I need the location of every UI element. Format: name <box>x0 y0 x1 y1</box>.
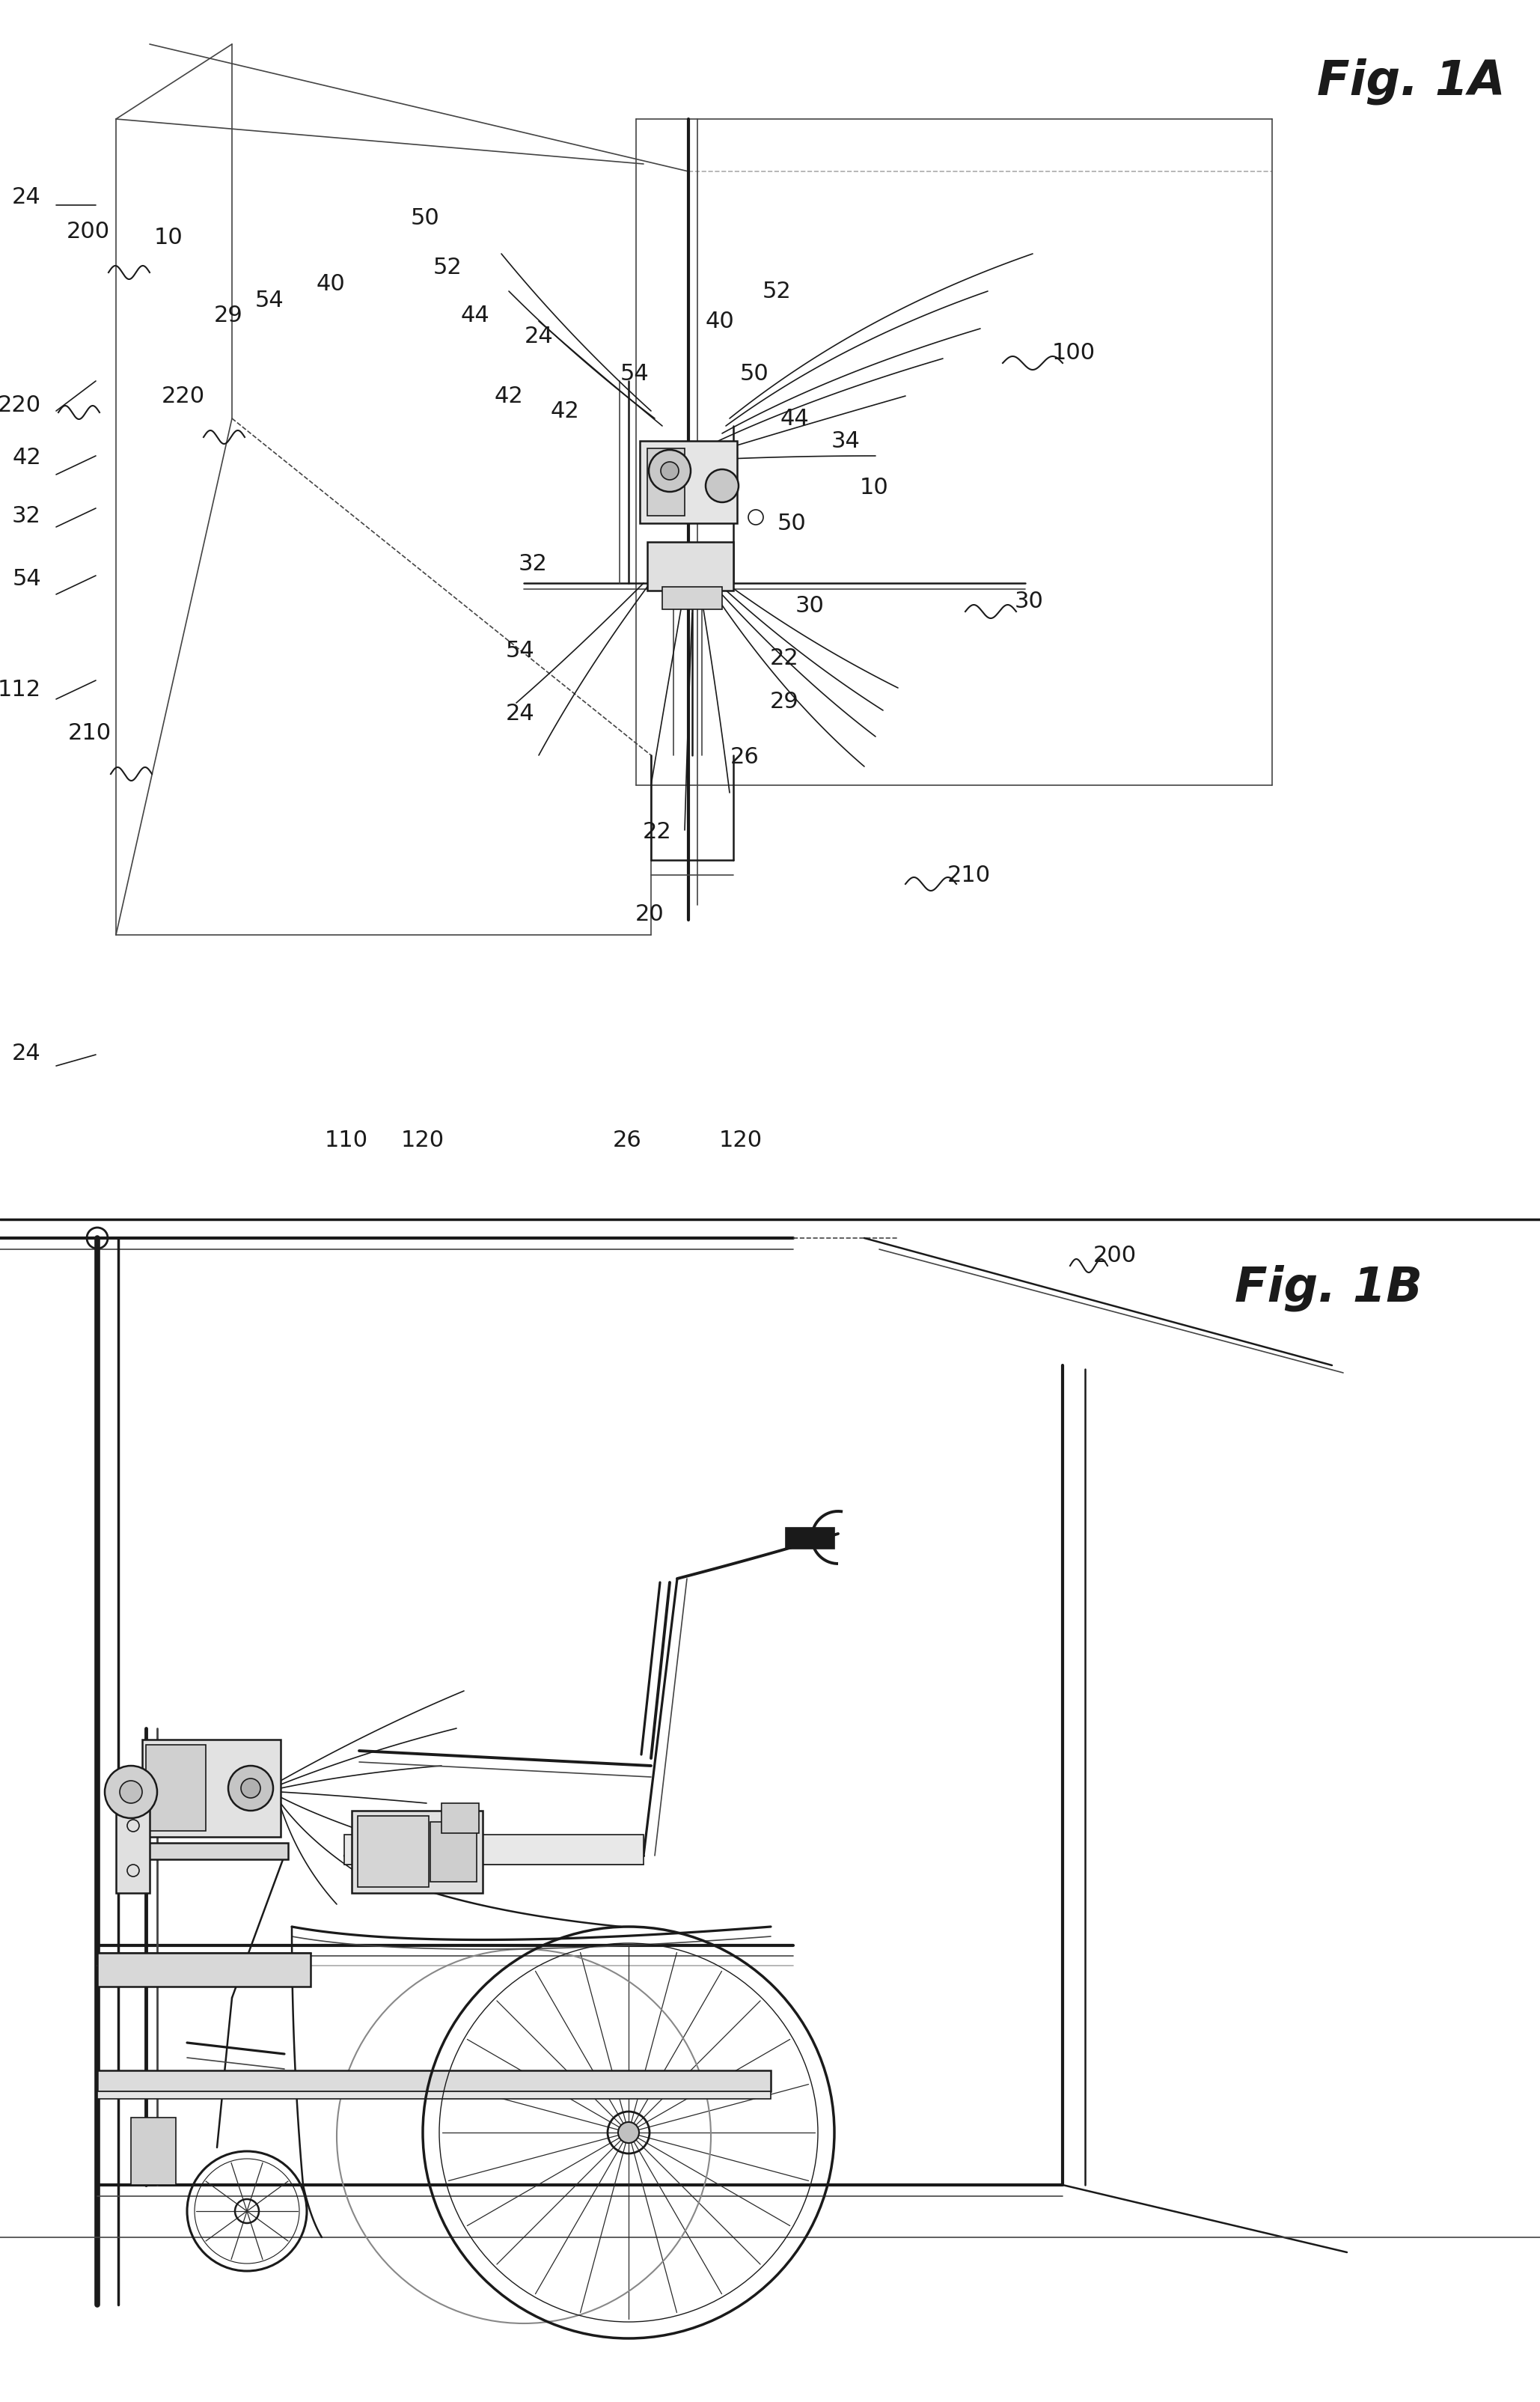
Text: 112: 112 <box>0 677 42 701</box>
Circle shape <box>120 1780 142 1804</box>
Text: 24: 24 <box>524 324 553 346</box>
Bar <box>647 449 685 516</box>
Text: 29: 29 <box>214 305 243 327</box>
Text: 20: 20 <box>634 903 664 925</box>
Text: 220: 220 <box>162 384 205 406</box>
Text: 50: 50 <box>411 207 439 228</box>
Text: Fig. 1A: Fig. 1A <box>1317 58 1505 106</box>
Text: 52: 52 <box>433 257 462 279</box>
Text: 10: 10 <box>154 226 183 247</box>
Bar <box>662 586 722 610</box>
Circle shape <box>705 468 739 502</box>
Text: 22: 22 <box>642 821 671 843</box>
Text: 24: 24 <box>12 187 42 209</box>
Bar <box>97 1953 311 1986</box>
Bar <box>146 1744 206 1830</box>
Bar <box>97 2071 770 2092</box>
Text: 42: 42 <box>550 401 579 423</box>
Text: 24: 24 <box>505 704 534 725</box>
Text: Fig. 1B: Fig. 1B <box>1235 1266 1423 1311</box>
Text: 52: 52 <box>762 281 792 303</box>
Text: 120: 120 <box>400 1129 445 1151</box>
Text: 200: 200 <box>1093 1244 1137 1266</box>
Text: 34: 34 <box>832 430 861 452</box>
Text: 200: 200 <box>66 221 109 243</box>
Circle shape <box>228 1765 273 1811</box>
Bar <box>442 1804 479 1833</box>
Text: 220: 220 <box>0 394 42 416</box>
Text: 26: 26 <box>730 747 759 769</box>
Text: 54: 54 <box>621 363 648 384</box>
Bar <box>134 1842 288 1859</box>
Text: 100: 100 <box>1052 341 1095 363</box>
Bar <box>131 2119 176 2186</box>
Bar <box>345 1835 644 1864</box>
Text: 120: 120 <box>719 1129 762 1151</box>
Text: 30: 30 <box>1015 591 1044 613</box>
Circle shape <box>661 461 679 480</box>
Circle shape <box>618 2121 639 2143</box>
Circle shape <box>105 1765 157 1818</box>
Bar <box>351 1811 482 1893</box>
Text: 30: 30 <box>795 596 824 617</box>
Bar <box>430 1821 477 1881</box>
Text: 26: 26 <box>613 1129 642 1151</box>
Bar <box>357 1816 428 1888</box>
Text: 29: 29 <box>770 689 799 713</box>
Text: 54: 54 <box>256 288 283 310</box>
Text: 22: 22 <box>770 646 799 668</box>
Circle shape <box>240 1777 260 1799</box>
Text: 50: 50 <box>778 512 807 533</box>
Text: 10: 10 <box>859 476 889 497</box>
Text: 24: 24 <box>12 1042 42 1064</box>
Text: 210: 210 <box>68 723 111 745</box>
Text: 44: 44 <box>781 408 809 430</box>
Text: 32: 32 <box>519 552 547 574</box>
Text: 50: 50 <box>739 363 768 384</box>
Text: 210: 210 <box>947 865 990 886</box>
Text: 32: 32 <box>12 504 42 526</box>
Bar <box>647 543 733 591</box>
Bar <box>142 1739 280 1838</box>
Text: 42: 42 <box>494 384 524 406</box>
Text: 54: 54 <box>12 569 42 591</box>
Text: 54: 54 <box>505 639 534 661</box>
Text: 40: 40 <box>316 274 345 295</box>
Bar <box>639 442 738 524</box>
Bar <box>116 1799 149 1893</box>
Bar <box>97 2092 770 2099</box>
Circle shape <box>648 449 690 492</box>
Text: 110: 110 <box>325 1129 368 1151</box>
Bar <box>785 1528 835 1549</box>
Text: 40: 40 <box>705 310 735 331</box>
Text: 44: 44 <box>460 305 490 327</box>
Text: 42: 42 <box>12 447 42 468</box>
